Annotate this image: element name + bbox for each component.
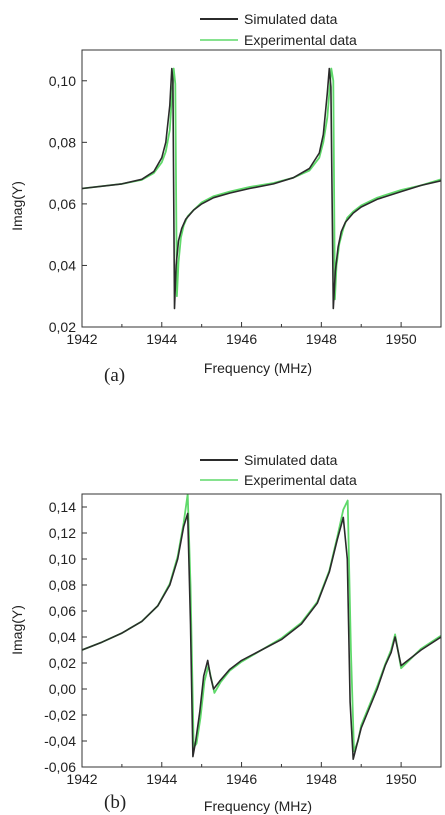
panel-label: (a) — [104, 365, 125, 386]
y-tick-label: 0,02 — [49, 319, 76, 335]
plot-frame — [81, 493, 442, 768]
x-tick-label: 1950 — [386, 771, 417, 787]
x-tick-label: 1948 — [306, 331, 337, 347]
y-tick-label: 0,12 — [49, 525, 76, 541]
legend-label-simulated: Simulated data — [244, 11, 338, 27]
series-line-experimental — [82, 67, 441, 301]
x-tick-label: 1942 — [66, 331, 97, 347]
x-axis-label: Frequency (MHz) — [204, 360, 312, 376]
x-axis-label: Frequency (MHz) — [204, 798, 312, 814]
y-tick-label: -0,06 — [44, 759, 76, 775]
panel-label: (b) — [104, 792, 126, 813]
plot-area: 1942 1944 1946 1948 1950 0,02 0,04 0,06 0,08 0,10 — [49, 49, 442, 347]
legend: Simulated data Experimental data — [200, 11, 357, 48]
y-tick-label: 0,14 — [49, 499, 76, 515]
y-tick-label: 0,08 — [49, 134, 76, 150]
x-tick-label: 1944 — [146, 771, 177, 787]
series-line-simulated — [82, 67, 441, 310]
y-tick-label: -0,02 — [44, 707, 76, 723]
y-tick-label: 0,06 — [49, 196, 76, 212]
y-tick-label: 0,00 — [49, 681, 76, 697]
chart-panel-b: Simulated data Experimental data 1942 194… — [9, 452, 442, 814]
y-axis-label: Imag(Y) — [9, 181, 25, 231]
series-line-simulated — [82, 512, 441, 761]
x-tick-label: 1944 — [146, 331, 177, 347]
y-tick-label: 0,10 — [49, 73, 76, 89]
y-tick-label: 0,08 — [49, 577, 76, 593]
y-tick-label: 0,02 — [49, 655, 76, 671]
y-tick-label: -0,04 — [44, 733, 76, 749]
legend-label-simulated: Simulated data — [244, 452, 338, 468]
y-tick-label: 0,06 — [49, 603, 76, 619]
x-tick-label: 1942 — [66, 771, 97, 787]
x-tick-label: 1946 — [226, 331, 257, 347]
x-tick-label: 1946 — [226, 771, 257, 787]
x-tick-label: 1950 — [386, 331, 417, 347]
y-axis-label: Imag(Y) — [9, 605, 25, 655]
chart-panel-a: Simulated data Experimental data 1942 194… — [9, 11, 442, 386]
plot-area: 1942 1944 1946 1948 1950 -0,06 -0,04 -0,02 0,00 0… — [44, 493, 442, 787]
legend-label-experimental: Experimental data — [244, 472, 357, 488]
legend-label-experimental: Experimental data — [244, 32, 357, 48]
y-tick-label: 0,10 — [49, 551, 76, 567]
x-tick-label: 1948 — [306, 771, 337, 787]
series-line-experimental — [82, 494, 441, 753]
plot-frame — [81, 49, 442, 328]
y-tick-label: 0,04 — [49, 257, 76, 273]
y-tick-label: 0,04 — [49, 629, 76, 645]
legend: Simulated data Experimental data — [200, 452, 357, 488]
